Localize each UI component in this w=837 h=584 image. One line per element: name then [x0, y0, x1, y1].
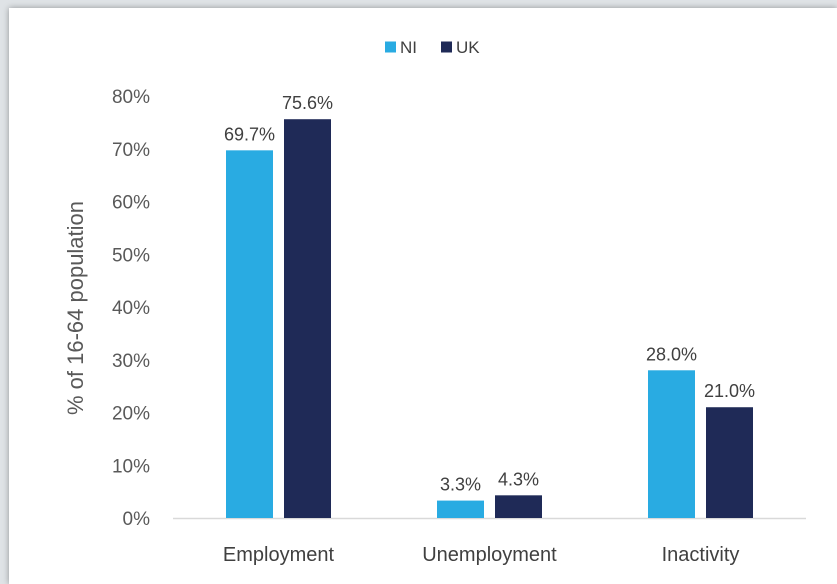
chart-frame — [9, 8, 837, 584]
y-tick-label: 70% — [112, 140, 150, 161]
y-tick-label: 40% — [112, 298, 150, 319]
bar-uk — [495, 495, 542, 518]
bar-ni — [226, 150, 273, 518]
legend-swatch-ni — [385, 41, 396, 53]
bar-ni — [437, 500, 484, 518]
y-tick-label: 0% — [123, 509, 151, 530]
legend: NI UK — [385, 38, 480, 57]
y-tick-label: 60% — [112, 193, 150, 214]
y-tick-label: 10% — [112, 456, 150, 477]
category-label: Inactivity — [662, 544, 740, 566]
bars — [226, 119, 753, 519]
data-label-ni: 69.7% — [224, 124, 275, 144]
data-label-uk: 4.3% — [498, 469, 539, 489]
bar-uk — [706, 407, 753, 518]
category-label: Unemployment — [422, 544, 557, 566]
y-tick-label: 50% — [112, 245, 150, 266]
legend-swatch-uk — [441, 41, 452, 53]
data-label-uk: 21.0% — [704, 381, 755, 401]
y-axis-ticks: 0% 10% 20% 30% 40% 50% 60% 70% 80% — [112, 87, 150, 530]
bar-uk — [284, 119, 331, 519]
y-tick-label: 20% — [112, 404, 150, 425]
category-labels: Employment Unemployment Inactivity — [223, 544, 739, 566]
y-tick-label: 80% — [112, 87, 150, 108]
legend-label-ni: NI — [400, 38, 417, 57]
y-tick-label: 30% — [112, 351, 150, 372]
data-label-uk: 75.6% — [282, 93, 333, 113]
bar-ni — [648, 370, 695, 518]
legend-label-uk: UK — [456, 38, 480, 57]
data-labels: 69.7% 75.6% 3.3% 4.3% 28.0% 21.0% — [224, 93, 755, 494]
y-axis-title: % of 16-64 population — [63, 201, 88, 415]
data-label-ni: 28.0% — [646, 344, 697, 364]
category-label: Employment — [223, 544, 335, 566]
data-label-ni: 3.3% — [440, 475, 481, 495]
